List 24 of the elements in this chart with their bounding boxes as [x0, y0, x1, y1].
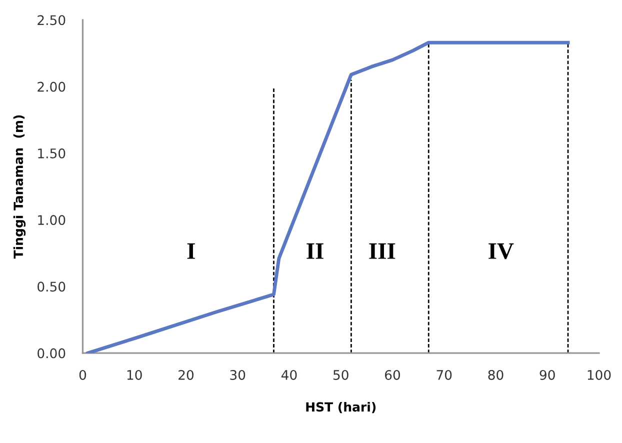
- x-tick-label: 60: [385, 370, 400, 380]
- y-tick-label: 1.00: [38, 215, 66, 226]
- x-axis-title: HST (hari): [306, 402, 376, 414]
- y-axis-title: Tinggi Tanaman (m): [13, 115, 26, 259]
- line-series: [86, 40, 570, 354]
- x-tick-label: 100: [588, 370, 611, 380]
- y-tick-label: 0.50: [38, 282, 66, 292]
- x-tick-label: 30: [230, 370, 246, 380]
- y-tick-label: 2.50: [38, 15, 66, 26]
- x-tick-label: 10: [127, 370, 142, 380]
- x-tick-label: 20: [178, 370, 194, 380]
- x-tick-label: 40: [281, 370, 297, 380]
- y-tick-label: 0.00: [38, 348, 66, 358]
- annotation: III: [369, 243, 396, 259]
- y-tick-label: 2.00: [38, 82, 66, 92]
- x-tick-label: 70: [436, 370, 452, 380]
- y-tick-label: 1.50: [38, 148, 66, 158]
- x-tick-label: 90: [540, 370, 555, 380]
- x-tick-label: 50: [333, 370, 348, 380]
- annotation: I: [187, 243, 195, 259]
- annotation: IV: [488, 243, 514, 260]
- x-tick-label: 0: [79, 370, 86, 380]
- x-tick-label: 80: [488, 370, 504, 380]
- annotation: II: [306, 243, 324, 259]
